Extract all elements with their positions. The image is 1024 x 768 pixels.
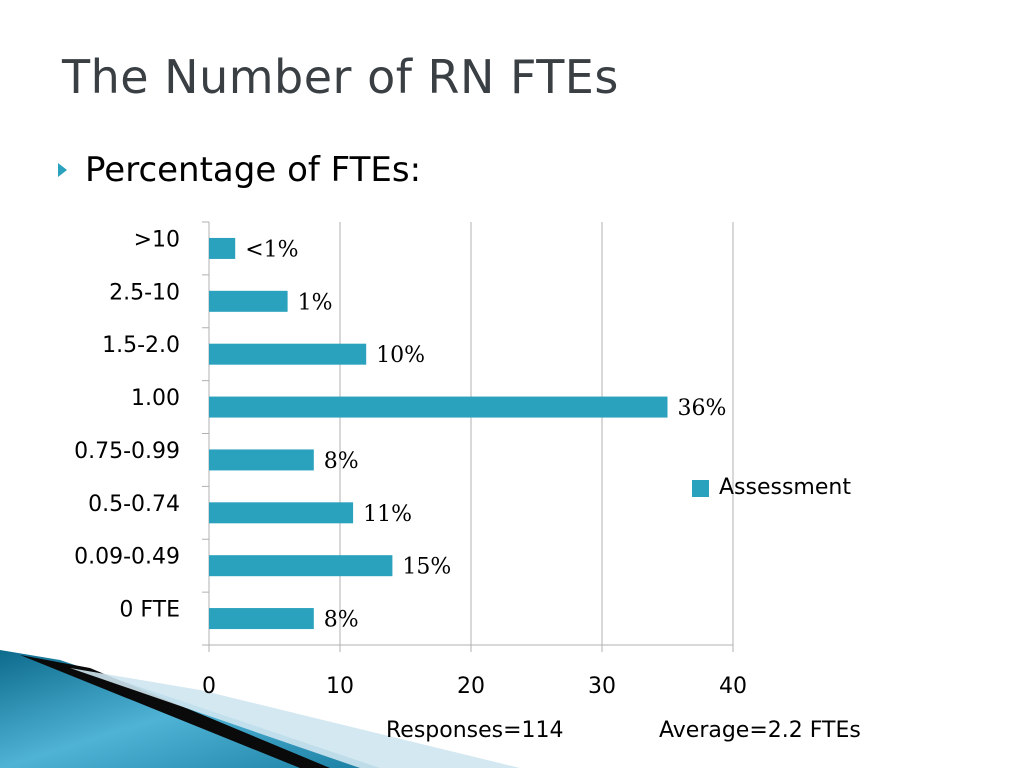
category-label: 2.5-10 bbox=[109, 280, 180, 305]
data-label: 10% bbox=[376, 343, 425, 368]
data-label: 36% bbox=[678, 396, 727, 421]
slide-title: The Number of RN FTEs bbox=[62, 50, 619, 104]
x-tick-label: 20 bbox=[457, 674, 485, 699]
category-label: 1.00 bbox=[131, 386, 180, 411]
category-label: >10 bbox=[134, 227, 180, 252]
category-label: 0.5-0.74 bbox=[88, 492, 180, 517]
legend-label: Assessment bbox=[719, 475, 851, 500]
responses-note: Responses=114 bbox=[386, 718, 564, 743]
triangle-bullet-icon bbox=[58, 163, 67, 177]
category-label: 0.09-0.49 bbox=[74, 545, 180, 570]
data-label: 8% bbox=[324, 449, 359, 474]
bar bbox=[209, 396, 668, 418]
data-label: 15% bbox=[402, 555, 451, 580]
data-label: 1% bbox=[298, 290, 333, 315]
category-label: 0.75-0.99 bbox=[74, 439, 180, 464]
bullet-item: Percentage of FTEs: bbox=[58, 150, 421, 190]
x-tick-label: 0 bbox=[202, 674, 216, 699]
bar bbox=[209, 502, 354, 524]
bar bbox=[209, 608, 314, 630]
bar bbox=[209, 343, 367, 365]
data-label: 11% bbox=[363, 502, 412, 527]
bar bbox=[209, 237, 236, 259]
bullet-text: Percentage of FTEs: bbox=[85, 150, 422, 190]
x-tick-label: 40 bbox=[719, 674, 747, 699]
legend-swatch bbox=[692, 480, 709, 497]
data-label: 8% bbox=[324, 608, 359, 633]
bar bbox=[209, 555, 393, 577]
data-label: <1% bbox=[245, 237, 298, 262]
x-tick-label: 30 bbox=[588, 674, 616, 699]
bar bbox=[209, 449, 314, 471]
x-tick-label: 10 bbox=[326, 674, 354, 699]
average-note: Average=2.2 FTEs bbox=[659, 718, 861, 743]
category-label: 0 FTE bbox=[119, 598, 180, 623]
category-label: 1.5-2.0 bbox=[102, 333, 180, 358]
bar bbox=[209, 290, 288, 312]
